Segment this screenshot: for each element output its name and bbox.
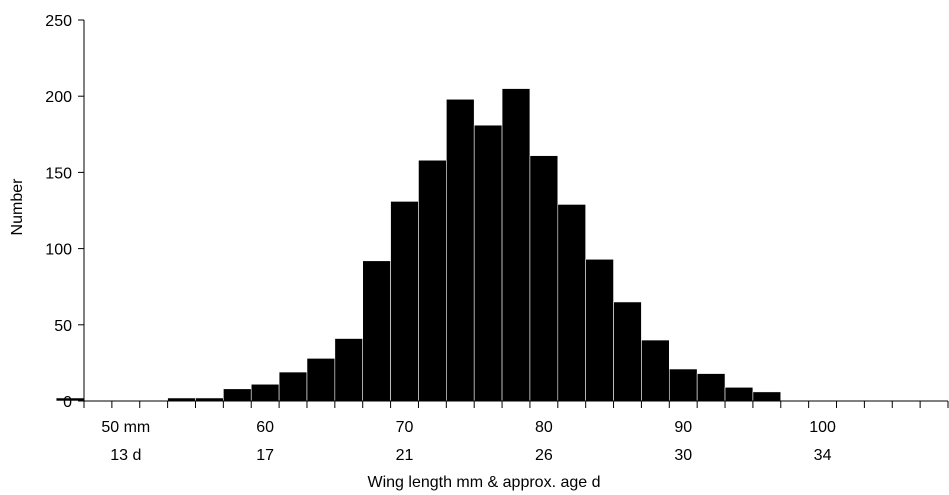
y-tick-label: 100 [45, 242, 72, 259]
histogram-bar [613, 301, 642, 402]
histogram-bar [501, 88, 531, 402]
x-tick-label-mm: 70 [396, 419, 414, 436]
histogram-bar [529, 155, 559, 402]
histogram-bar [752, 391, 782, 402]
histogram-bar [473, 124, 503, 402]
y-axis-title: Number [9, 178, 26, 236]
x-tick-label-age: 13 d [110, 447, 141, 464]
histogram-bar [557, 204, 586, 402]
x-tick-label-mm: 90 [674, 419, 692, 436]
histogram-bar [724, 386, 754, 402]
histogram-bar [585, 258, 614, 402]
x-tick-label-age: 21 [396, 447, 414, 464]
x-tick-label-age: 34 [814, 447, 832, 464]
x-tick-label-mm: 60 [256, 419, 274, 436]
histogram-bar [362, 260, 391, 402]
x-tick-label-age: 17 [256, 447, 274, 464]
histogram-bar [641, 339, 670, 402]
y-tick-label: 150 [45, 165, 72, 182]
x-tick-label-age: 26 [535, 447, 553, 464]
x-tick-label-mm: 50 mm [101, 419, 150, 436]
histogram-bar [334, 338, 364, 402]
y-axis-ticks: 0 50 100 150 200 250 [45, 13, 84, 411]
x-tick-label-mm: 80 [535, 419, 553, 436]
histogram-bar [390, 201, 419, 402]
x-tick-label-mm: 100 [809, 419, 836, 436]
bars-group [55, 88, 782, 402]
y-tick-label: 0 [63, 394, 72, 411]
histogram-bar [223, 388, 252, 402]
histogram-bar [306, 358, 336, 402]
histogram-bar [250, 383, 280, 402]
y-tick-label: 250 [45, 13, 72, 30]
y-tick-label: 200 [45, 89, 72, 106]
histogram-bar [668, 368, 698, 402]
y-tick-label: 50 [54, 318, 72, 335]
x-axis-title: Wing length mm & approx. age d [367, 474, 600, 491]
x-tick-label-age: 30 [674, 447, 692, 464]
histogram-bar [278, 371, 308, 402]
histogram-bar [418, 159, 447, 402]
histogram-bar [696, 373, 726, 402]
x-axis-ticks: 50 mm 60 70 80 90 100 13 d 17 21 26 30 34 [83, 401, 949, 464]
histogram-bar [446, 98, 475, 402]
